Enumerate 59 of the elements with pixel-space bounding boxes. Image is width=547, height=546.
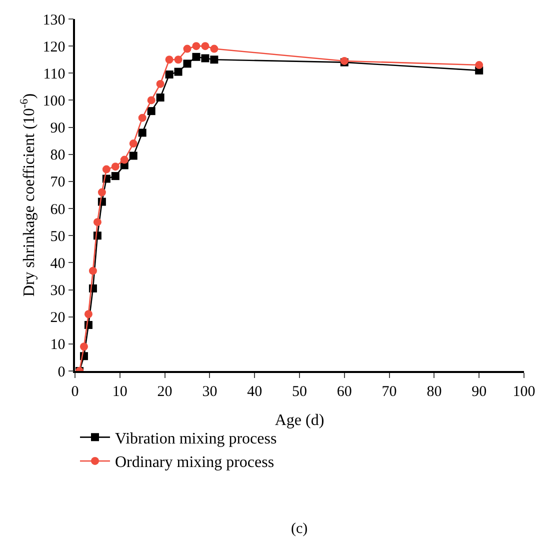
point	[183, 60, 192, 68]
point	[84, 310, 92, 318]
point	[165, 56, 174, 64]
point	[120, 156, 128, 164]
point	[156, 80, 164, 88]
x-tick-label: 20	[157, 384, 172, 400]
y-tick-label: 80	[50, 148, 66, 164]
x-tick-label: 40	[247, 384, 262, 400]
point	[147, 107, 156, 116]
point	[111, 162, 120, 171]
y-tick-label: 120	[42, 39, 66, 56]
point	[210, 56, 218, 64]
point	[156, 94, 164, 102]
point	[88, 266, 97, 275]
point	[192, 42, 200, 50]
point	[201, 54, 210, 62]
point	[80, 342, 88, 351]
x-tick-label: 50	[292, 384, 307, 400]
point	[138, 114, 146, 122]
x-axis-title: Age (d)	[274, 412, 324, 429]
y-tick-label: 60	[50, 202, 66, 218]
y-tick-label: 110	[43, 66, 66, 82]
point	[165, 70, 174, 79]
point	[102, 165, 110, 174]
x-tick-label: 70	[382, 384, 397, 400]
point	[111, 172, 120, 180]
point	[93, 218, 102, 226]
legend-label: Ordinary mixing process	[115, 454, 274, 472]
point	[183, 44, 192, 53]
point	[174, 56, 182, 64]
legend-label: Vibration mixing process	[115, 430, 277, 448]
y-tick-label: 70	[50, 174, 66, 191]
y-tick-label: 40	[50, 256, 66, 272]
y-tick-label: 90	[50, 120, 66, 137]
y-tick-label: 10	[50, 337, 66, 354]
text: (c)	[291, 521, 308, 537]
x-tick-label: 80	[426, 384, 442, 400]
x-tick-label: 10	[112, 384, 128, 400]
y-tick-label: 0	[58, 364, 66, 380]
x-tick-label: 30	[202, 384, 218, 400]
y-tick-label: 20	[50, 310, 66, 326]
point	[201, 42, 210, 50]
point	[475, 61, 484, 70]
point	[129, 140, 138, 148]
x-tick-label: 100	[512, 384, 536, 400]
x-tick-label: 60	[336, 384, 352, 400]
y-tick-label: 130	[42, 12, 66, 28]
x-tick-label: 0	[71, 384, 79, 400]
x-tick-label: 90	[472, 384, 487, 400]
point	[174, 68, 182, 76]
point	[210, 44, 218, 53]
point	[98, 188, 106, 196]
point	[192, 52, 200, 61]
y-tick-label: 30	[50, 283, 66, 300]
point	[138, 128, 146, 137]
point	[129, 152, 138, 160]
y-tick-label: 100	[42, 93, 66, 110]
point	[147, 96, 156, 104]
y-tick-label: 50	[50, 228, 66, 245]
